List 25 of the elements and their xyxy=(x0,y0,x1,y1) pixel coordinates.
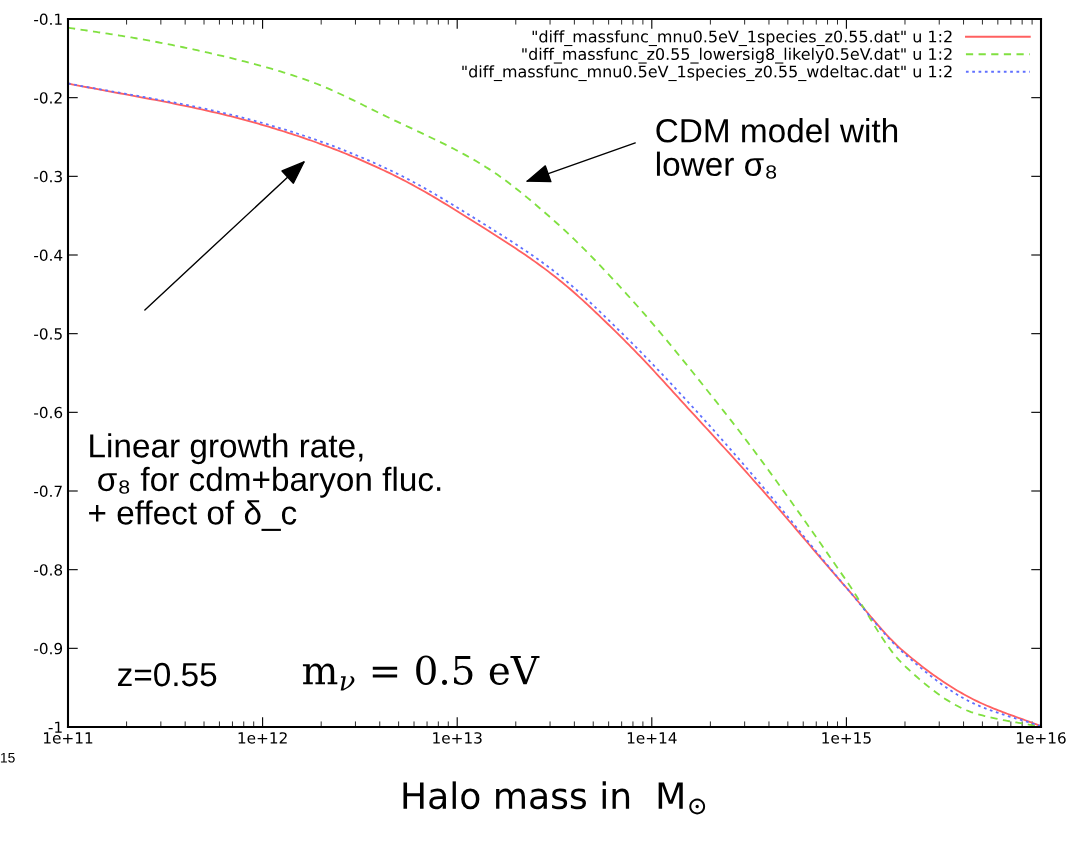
y-tick-label: -1 xyxy=(48,721,62,733)
y-tick-label: -0.1 xyxy=(34,13,62,26)
x-axis-title: Halo mass in M$_{⊙}$ xyxy=(403,781,706,815)
x-tick-label: 1e+15 xyxy=(822,732,871,744)
x-tick-label: 1e+13 xyxy=(433,732,482,744)
annotation: m$_{ν}$ = 0.5 eV xyxy=(302,655,540,691)
y-tick-label: -0.2 xyxy=(34,92,62,104)
annotation: CDM model with lower σ₈ xyxy=(656,118,898,179)
y-tick-label: -0.9 xyxy=(34,642,63,655)
y-tick-label: -0.5 xyxy=(34,328,62,340)
legend-label: "diff_massfunc_mnu0.5eV_1species_z0.55_wdeltac.dat" u 1:2 xyxy=(462,65,952,82)
text: 15 xyxy=(0,752,15,763)
annotation: Linear growth rate, σ₈ for cdm+baryon fluc. + effect of δ_c xyxy=(89,433,441,531)
x-tick-label: 1e+14 xyxy=(627,732,677,744)
y-tick-label: -0.3 xyxy=(34,170,62,183)
x-tick-label: 1e+12 xyxy=(238,732,287,744)
y-tick-label: -0.6 xyxy=(34,406,63,419)
legend-label: "diff_massfunc_mnu0.5eV_1species_z0.55.dat" u 1:2 xyxy=(532,30,952,47)
y-tick-label: -0.4 xyxy=(34,249,63,262)
x-tick-label: 1e+11 xyxy=(44,732,93,744)
legend-label: "diff_massfunc_z0.55_lowersig8_likely0.5eV.dat" u 1:2 xyxy=(522,47,952,64)
x-tick-label: 1e+16 xyxy=(1017,732,1066,744)
y-tick-label: -0.7 xyxy=(34,485,62,498)
y-tick-label: -0.8 xyxy=(34,564,63,576)
annotation: z=0.55 xyxy=(118,662,217,687)
